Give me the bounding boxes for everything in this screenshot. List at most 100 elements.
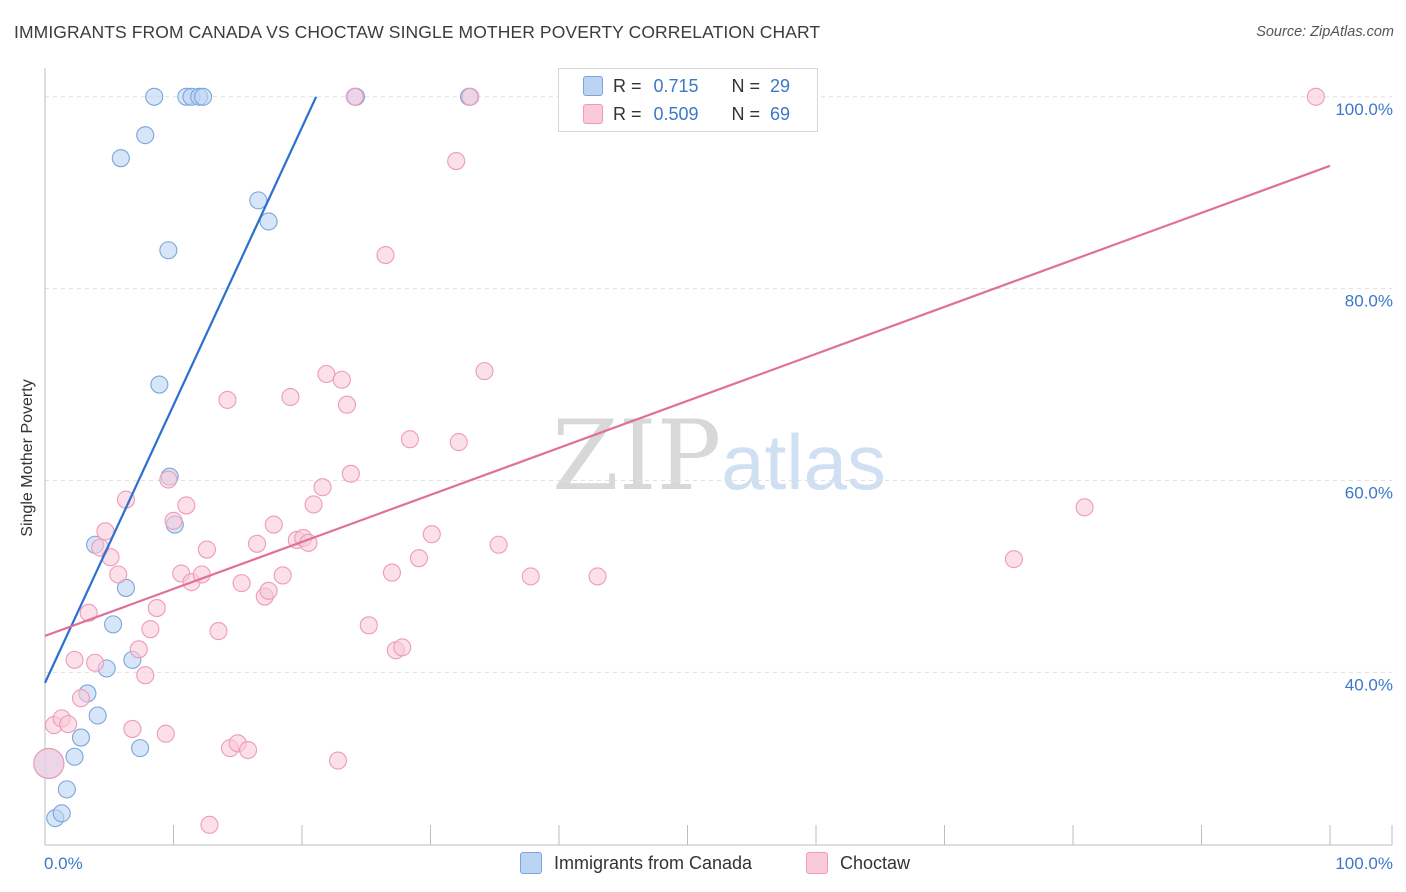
canada-point [88,706,107,725]
choctaw-point [159,470,178,489]
choctaw-point [59,715,78,734]
choctaw-point [200,815,219,834]
choctaw-n-value: 69 [770,103,791,124]
choctaw-point [209,622,228,641]
choctaw-point [359,616,378,635]
choctaw-point [422,525,441,544]
choctaw-point [521,567,540,586]
choctaw-point [65,650,84,669]
legend-n-label: N = [731,75,761,96]
choctaw-point [376,246,395,265]
choctaw-point [156,724,175,743]
y-tick-label: 80.0% [1345,292,1393,311]
choctaw-point [345,87,364,106]
choctaw-swatch [583,104,603,124]
legend-item-choctaw: Choctaw [806,852,910,874]
choctaw-legend-label: Choctaw [840,852,911,873]
canada-point [136,126,155,145]
choctaw-point [317,364,336,384]
canada-point [150,375,169,394]
canada-point [259,212,278,231]
choctaw-point [141,620,160,639]
choctaw-point [264,515,283,534]
choctaw-point [393,638,412,657]
tick-labels: 40.0% 60.0% 80.0% 100.0% 0.0% 100.0% [44,100,1393,873]
canada-r-value: 0.715 [653,75,699,96]
canada-legend-swatch [520,852,542,874]
canada-point [194,87,213,106]
choctaw-point [1075,498,1094,517]
choctaw-point [273,566,292,585]
canada-n-value: 29 [770,75,791,96]
choctaw-point [123,719,142,738]
canada-point [145,87,164,106]
canada-point [131,739,150,758]
canada-point [116,578,136,597]
choctaw-point [382,563,402,582]
choctaw-point [461,87,480,106]
canada-swatch [583,76,603,96]
choctaw-point [136,666,155,685]
choctaw-point [259,581,278,600]
canada-point [159,241,178,260]
choctaw-point [332,370,351,389]
series-legend: Immigrants from Canada Choctaw [0,852,1406,878]
chart-title: IMMIGRANTS FROM CANADA VS CHOCTAW SINGLE… [14,22,821,42]
canada-point [57,780,76,799]
choctaw-point [281,387,300,407]
choctaw-point [304,495,323,514]
canada-point [111,149,130,168]
canada-point [71,728,91,747]
x-tick-label: 0.0% [44,854,83,873]
canada-point [52,804,71,823]
axes [44,68,1393,846]
canada-legend-label: Immigrants from Canada [554,852,753,873]
choctaw-point [328,751,348,770]
choctaw-legend-swatch [806,852,828,874]
choctaw-point [409,549,428,568]
choctaw-point [449,433,468,452]
canada-point [65,747,84,766]
canada-trend-line [44,96,318,684]
canada-point [104,615,123,634]
choctaw-r-value: 0.509 [653,103,699,124]
choctaw-point [1004,550,1023,569]
watermark-atlas: atlas [721,418,886,506]
y-tick-label: 60.0% [1345,483,1393,502]
legend-n-label: N = [731,103,761,124]
choctaw-point [96,522,115,541]
trend-lines [44,96,1331,684]
choctaw-point [489,535,508,554]
choctaw-point [337,395,357,414]
choctaw-point [475,362,494,381]
choctaw-point [197,540,216,559]
legend-row-choctaw: R = 0.509 N = 69 [583,101,790,127]
choctaw-point [218,390,237,409]
choctaw-point [232,574,251,593]
choctaw-point [109,565,128,584]
choctaw-point [129,640,148,659]
x-tick-label: 100.0% [1335,854,1393,873]
legend-r-label: R = [613,75,642,96]
choctaw-trend-line [44,164,1331,637]
legend-row-canada: R = 0.715 N = 29 [583,73,790,99]
choctaw-point [86,653,105,672]
canada-point [249,191,268,210]
choctaw-point [177,496,196,515]
choctaw-point [588,567,607,586]
choctaw-point [101,548,120,567]
source-credit: Source: ZipAtlas.com [1256,24,1394,40]
choctaw-point [313,478,332,497]
y-tick-label: 40.0% [1345,675,1393,694]
choctaw-point [400,430,419,449]
stats-legend: R = 0.715 N = 29 R = 0.509 N = 69 [558,68,818,132]
choctaw-point [79,603,98,622]
legend-r-label: R = [613,103,642,124]
choctaw-point [341,464,360,483]
choctaw-point [1306,87,1325,106]
legend-item-canada: Immigrants from Canada [520,852,752,874]
y-tick-label: 100.0% [1335,100,1393,119]
choctaw-point [164,511,183,530]
choctaw-point [447,151,466,171]
